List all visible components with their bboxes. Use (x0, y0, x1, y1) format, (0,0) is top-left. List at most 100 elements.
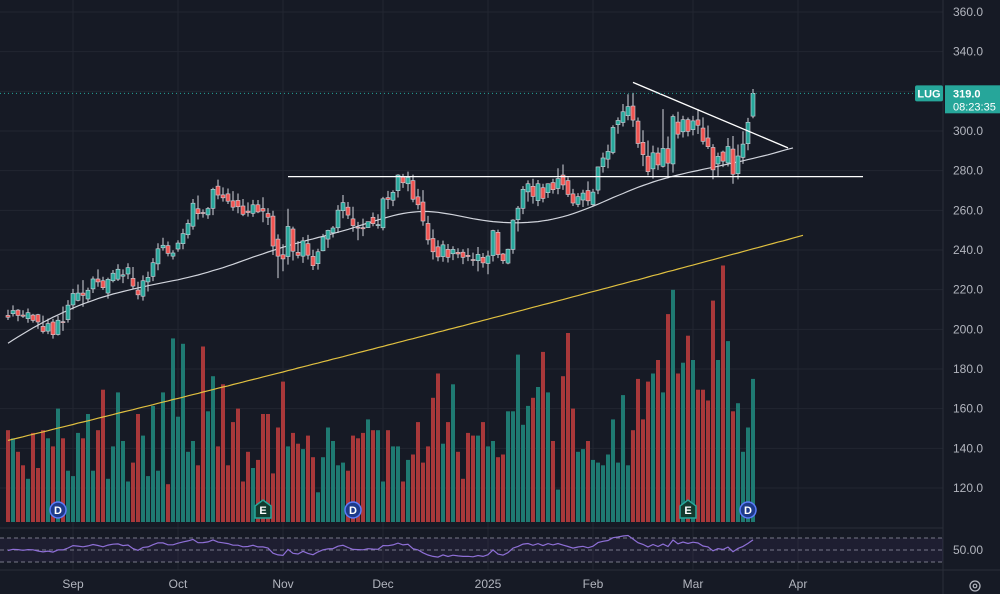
candle[interactable] (50, 318, 56, 339)
candle[interactable] (535, 179, 541, 207)
candle[interactable] (310, 249, 316, 271)
candle[interactable] (150, 258, 156, 282)
candle[interactable] (120, 269, 126, 284)
candle[interactable] (370, 212, 376, 227)
candle[interactable] (135, 281, 141, 300)
candle[interactable] (445, 244, 451, 263)
candle[interactable] (435, 240, 441, 262)
candle[interactable] (525, 180, 531, 202)
candle[interactable] (180, 228, 186, 250)
candle[interactable] (510, 219, 516, 254)
candle[interactable] (25, 308, 31, 323)
candle[interactable] (265, 208, 271, 226)
candle[interactable] (505, 248, 511, 265)
candle[interactable] (650, 145, 656, 179)
candle[interactable] (255, 200, 261, 214)
candle[interactable] (395, 174, 401, 198)
trendlines[interactable] (288, 81, 863, 178)
candle[interactable] (245, 202, 251, 217)
candle[interactable] (385, 190, 391, 210)
candle[interactable] (460, 249, 466, 265)
candle[interactable] (235, 193, 241, 214)
candle[interactable] (105, 277, 111, 299)
candle[interactable] (740, 131, 746, 164)
candle[interactable] (585, 181, 591, 206)
candle[interactable] (85, 287, 91, 303)
candle[interactable] (580, 189, 586, 207)
candlesticks[interactable] (5, 88, 756, 339)
candle[interactable] (720, 150, 726, 168)
candle[interactable] (410, 174, 416, 203)
candle[interactable] (275, 234, 281, 279)
candle[interactable] (95, 269, 101, 287)
candle[interactable] (700, 117, 706, 145)
candle[interactable] (625, 94, 631, 121)
candle[interactable] (675, 111, 681, 139)
candle[interactable] (480, 252, 486, 268)
candle[interactable] (10, 305, 16, 317)
candle[interactable] (490, 229, 496, 262)
candle[interactable] (380, 196, 386, 231)
candle[interactable] (90, 276, 96, 294)
candle[interactable] (540, 183, 546, 203)
candle[interactable] (630, 92, 636, 127)
candle[interactable] (565, 177, 571, 198)
candle[interactable] (705, 125, 711, 150)
candle[interactable] (455, 248, 461, 259)
candle[interactable] (125, 263, 131, 280)
earnings-marker[interactable]: E (679, 499, 697, 519)
candle[interactable] (595, 166, 601, 195)
candle[interactable] (605, 144, 611, 169)
candle[interactable] (620, 104, 626, 127)
candle[interactable] (730, 135, 736, 184)
candle[interactable] (375, 214, 381, 229)
candle[interactable] (330, 226, 336, 238)
candle[interactable] (475, 247, 481, 272)
candle[interactable] (335, 205, 341, 233)
candle[interactable] (45, 318, 51, 335)
candle[interactable] (140, 275, 146, 301)
candle[interactable] (360, 218, 366, 237)
trendline-falling[interactable] (632, 81, 789, 149)
candle[interactable] (495, 229, 501, 259)
candle[interactable] (405, 171, 411, 192)
candle[interactable] (340, 195, 346, 219)
candle[interactable] (715, 152, 721, 176)
candle[interactable] (305, 234, 311, 260)
candle[interactable] (530, 178, 536, 204)
time-axis[interactable]: Sep Oct Nov Dec 2025 Feb Mar Apr (62, 577, 807, 591)
dividend-marker[interactable]: D (49, 501, 67, 519)
candle[interactable] (205, 206, 211, 219)
candle[interactable] (300, 237, 306, 263)
candle[interactable] (15, 309, 21, 322)
candle[interactable] (550, 178, 556, 194)
candle[interactable] (290, 226, 296, 261)
candle[interactable] (590, 188, 596, 207)
candle[interactable] (260, 197, 266, 223)
candle[interactable] (190, 199, 196, 230)
candle[interactable] (165, 241, 171, 257)
candle[interactable] (55, 316, 61, 336)
candle[interactable] (425, 215, 431, 245)
candle[interactable] (280, 244, 286, 272)
candle[interactable] (555, 168, 561, 195)
candle[interactable] (130, 267, 136, 289)
candle[interactable] (685, 117, 691, 137)
candle[interactable] (640, 130, 646, 167)
candle[interactable] (725, 137, 731, 167)
candle[interactable] (40, 315, 46, 334)
candle[interactable] (80, 280, 86, 307)
candle[interactable] (145, 271, 151, 292)
candle[interactable] (30, 313, 36, 323)
settings-gear-icon[interactable] (969, 580, 981, 592)
candle[interactable] (315, 248, 321, 270)
candle[interactable] (195, 195, 201, 220)
candle[interactable] (365, 221, 371, 228)
candle[interactable] (465, 248, 471, 262)
candle[interactable] (295, 241, 301, 259)
candle[interactable] (745, 117, 751, 151)
candle[interactable] (215, 179, 221, 200)
candle[interactable] (430, 229, 436, 260)
candle[interactable] (325, 229, 331, 248)
